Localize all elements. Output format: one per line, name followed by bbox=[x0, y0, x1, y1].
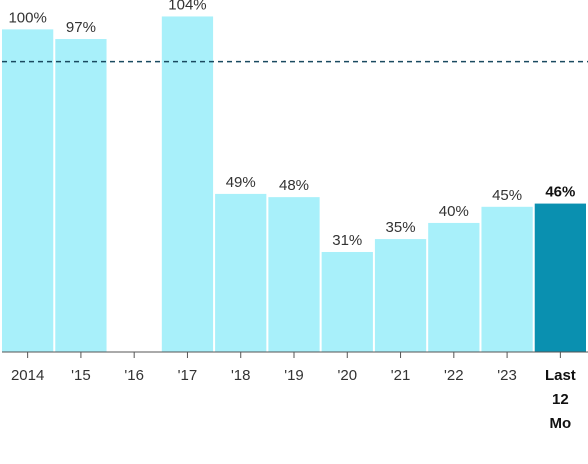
x-tick-label-1: '15 bbox=[71, 367, 91, 384]
value-label-7: 35% bbox=[386, 219, 416, 236]
value-label-0: 100% bbox=[8, 9, 46, 26]
value-label-4: 49% bbox=[226, 174, 256, 191]
bar-10 bbox=[534, 203, 586, 352]
x-tick-label-5: '19 bbox=[284, 367, 304, 384]
value-label-8: 40% bbox=[439, 203, 469, 220]
x-tick-label-3: '17 bbox=[178, 367, 198, 384]
bar-5 bbox=[268, 197, 320, 352]
value-label-9: 45% bbox=[492, 187, 522, 204]
x-tick-label-4: '18 bbox=[231, 367, 251, 384]
x-tick-label-7: '21 bbox=[391, 367, 411, 384]
bar-0 bbox=[2, 29, 54, 352]
x-tick-label-9: '23 bbox=[497, 367, 517, 384]
bar-9 bbox=[481, 206, 533, 352]
x-tick-label-6: '20 bbox=[337, 367, 357, 384]
bar-4 bbox=[215, 193, 267, 352]
value-label-1: 97% bbox=[66, 19, 96, 36]
bar-7 bbox=[374, 239, 427, 352]
value-label-3: 104% bbox=[168, 0, 206, 13]
x-tick-label-0: 2014 bbox=[11, 367, 44, 384]
bar-6 bbox=[321, 251, 373, 352]
bar-3 bbox=[161, 16, 214, 353]
value-labels-group: 100% 97% 104% 49% 48% 31% 35% 40% 45% 46% bbox=[8, 0, 575, 249]
bar-1 bbox=[55, 39, 107, 353]
x-ticks-group bbox=[27, 352, 561, 358]
value-label-6: 31% bbox=[332, 232, 362, 249]
value-label-10: 46% bbox=[545, 184, 575, 201]
x-tick-label-8: '22 bbox=[444, 367, 464, 384]
x-tick-label-2: '16 bbox=[124, 367, 144, 384]
bar-8 bbox=[428, 222, 480, 352]
x-tick-label-10: Last 12 Mo bbox=[545, 367, 576, 432]
value-label-5: 48% bbox=[279, 177, 309, 194]
x-tick-labels-group: 2014 '15 '16 '17 '18 '19 '20 '21 '22 '23 Last 12 Mo bbox=[11, 367, 576, 432]
bars-group bbox=[2, 16, 586, 353]
